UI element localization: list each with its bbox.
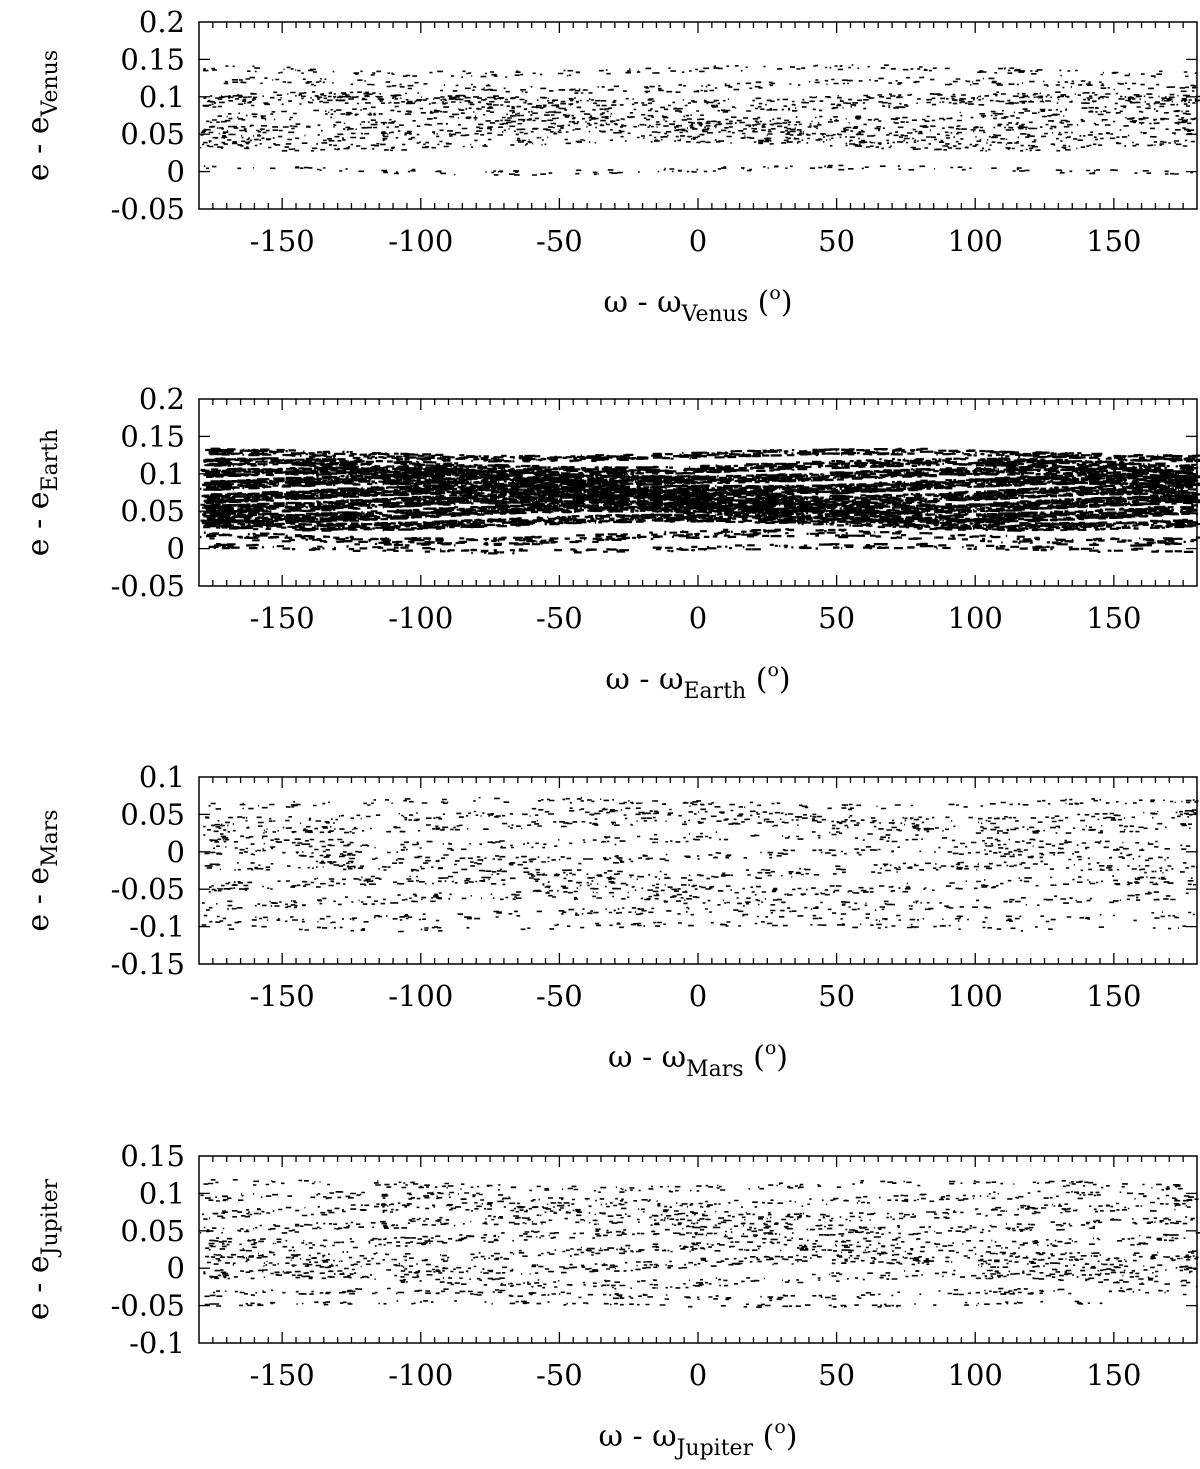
x-tick-label: -50 <box>536 224 583 258</box>
x-tick-label: -100 <box>388 601 453 635</box>
x-axis-label: ω - ωVenus (o) <box>603 282 792 327</box>
plot-frame <box>198 1155 1198 1344</box>
y-tick-label: 0.05 <box>120 797 185 831</box>
y-tick-label: 0.1 <box>139 1176 185 1210</box>
y-tick-label: -0.05 <box>111 192 185 226</box>
x-tick-label: 150 <box>1086 1358 1141 1392</box>
y-tick-label: 0.05 <box>120 117 185 151</box>
x-tick-label: 100 <box>948 979 1003 1013</box>
data-points <box>200 447 1200 555</box>
data-point-cloud <box>201 796 1199 933</box>
x-tick-label: 50 <box>818 979 855 1013</box>
y-tick-label: 0.1 <box>139 760 185 794</box>
x-tick-label: 100 <box>948 224 1003 258</box>
x-tick-label: 100 <box>948 1358 1003 1392</box>
data-point-cloud <box>200 447 1200 555</box>
y-tick-label: 0.05 <box>120 1214 185 1248</box>
chart-panel-jupiter: -150 -100 -50 0 50 100 150-0.1-0.0500.050.10.1… <box>21 1139 1200 1461</box>
x-axis-label: ω - ωMars (o) <box>608 1037 788 1082</box>
chart-panel-mars: -150 -100 -50 0 50 100 150-0.15-0.1-0.0500.050… <box>21 760 1199 1082</box>
y-tick-label: -0.05 <box>111 872 185 906</box>
y-axis-label: e - eJupiter <box>21 1178 63 1320</box>
x-tick-label: 0 <box>689 224 707 258</box>
x-tick-label: -150 <box>250 224 315 258</box>
y-tick-label: 0.1 <box>139 80 185 114</box>
x-tick-label: 150 <box>1086 979 1141 1013</box>
x-tick-label: -50 <box>536 979 583 1013</box>
y-tick-label: 0 <box>167 532 185 566</box>
data-point-cloud <box>200 1179 1200 1308</box>
x-tick-label: 100 <box>948 601 1003 635</box>
y-tick-label: -0.05 <box>111 1289 185 1323</box>
x-tick-label: -100 <box>388 1358 453 1392</box>
x-tick-label: -50 <box>536 601 583 635</box>
y-tick-label: -0.1 <box>129 910 185 944</box>
y-tick-label: 0.1 <box>139 457 185 491</box>
y-tick-label: 0 <box>167 1251 185 1285</box>
x-tick-label: 150 <box>1086 601 1141 635</box>
y-tick-label: 0.05 <box>120 494 185 528</box>
y-tick-label: -0.05 <box>111 569 185 603</box>
x-axis-label: ω - ωJupiter (o) <box>598 1416 797 1461</box>
x-tick-label: 0 <box>689 601 707 635</box>
y-tick-label: -0.1 <box>129 1326 185 1360</box>
x-tick-label: 150 <box>1086 224 1141 258</box>
y-tick-label: 0 <box>167 835 185 869</box>
x-tick-label: -100 <box>388 979 453 1013</box>
y-tick-label: 0 <box>167 155 185 189</box>
y-tick-label: 0.2 <box>139 382 185 416</box>
data-point-cloud <box>200 64 1200 176</box>
x-tick-label: -100 <box>388 224 453 258</box>
x-tick-label: 50 <box>818 601 855 635</box>
y-tick-label: -0.15 <box>111 947 185 981</box>
chart-panel-earth: -150 -100 -50 0 50 100 150-0.0500.050.10.150.2… <box>21 382 1200 704</box>
y-axis-label: e - eEarth <box>21 429 63 556</box>
plot-frame <box>198 776 1198 965</box>
data-points <box>200 1179 1200 1308</box>
y-tick-label: 0.15 <box>120 419 185 453</box>
x-tick-label: -50 <box>536 1358 583 1392</box>
x-tick-label: 0 <box>689 979 707 1013</box>
data-points <box>201 796 1199 933</box>
x-tick-label: 50 <box>818 224 855 258</box>
y-tick-label: 0.2 <box>139 5 185 39</box>
x-tick-label: 50 <box>818 1358 855 1392</box>
x-tick-label: 0 <box>689 1358 707 1392</box>
y-tick-label: 0.15 <box>120 42 185 76</box>
x-tick-label: -150 <box>250 601 315 635</box>
y-axis-label: e - eVenus <box>21 50 63 181</box>
y-tick-label: 0.15 <box>120 1139 185 1173</box>
x-axis-label: ω - ωEarth (o) <box>605 659 790 704</box>
y-axis-label: e - eMars <box>21 809 63 931</box>
chart-panel-venus: -150 -100 -50 0 50 100 150-0.0500.050.10.150.2… <box>21 5 1200 327</box>
x-tick-label: -150 <box>250 979 315 1013</box>
data-points <box>200 64 1200 176</box>
x-tick-label: -150 <box>250 1358 315 1392</box>
